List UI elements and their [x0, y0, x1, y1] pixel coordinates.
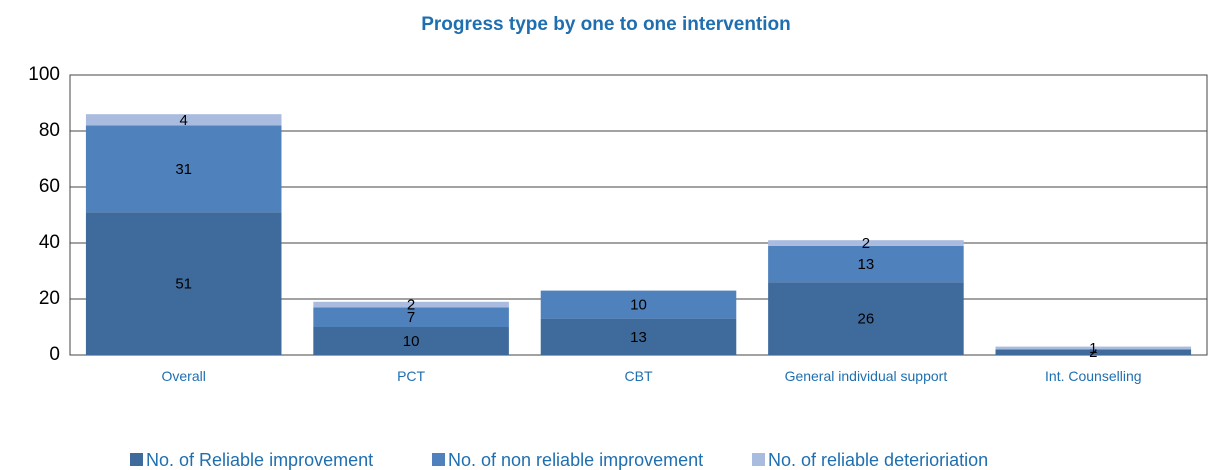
bar-segment — [768, 240, 964, 246]
data-label: 7 — [407, 309, 415, 326]
bar-segment — [540, 290, 737, 319]
y-tick-label: 80 — [39, 120, 60, 141]
bar-segment — [85, 125, 282, 213]
x-tick-label: Overall — [161, 368, 206, 384]
bar-segment — [85, 212, 282, 355]
y-tick-label: 40 — [39, 232, 60, 253]
data-label: 2 — [1089, 344, 1097, 361]
bar-segment — [85, 114, 282, 126]
y-tick-label: 0 — [49, 344, 60, 365]
y-tick-label: 20 — [39, 288, 60, 309]
bar-segment — [768, 282, 964, 355]
legend-label: No. of Reliable improvement — [146, 450, 373, 470]
bar-segment — [768, 245, 964, 283]
legend-swatch — [752, 453, 765, 466]
bar-segment — [313, 327, 509, 355]
data-label: 26 — [858, 311, 875, 328]
data-label: 10 — [403, 333, 420, 350]
data-label: 13 — [630, 329, 647, 346]
bar-segment — [313, 307, 509, 327]
y-tick-label: 100 — [28, 64, 60, 85]
bar-segment — [313, 301, 509, 308]
data-label: 4 — [180, 112, 188, 129]
bar-segment — [995, 346, 1192, 350]
legend-swatch — [432, 453, 445, 466]
x-tick-label: Int. Counselling — [1045, 368, 1142, 384]
data-label: 2 — [407, 297, 415, 314]
data-label: 13 — [858, 256, 875, 273]
legend-label: No. of reliable deterioriation — [768, 450, 988, 470]
data-label: 2 — [862, 235, 870, 252]
y-tick-label: 60 — [39, 176, 60, 197]
x-tick-label: General individual support — [784, 368, 948, 384]
data-label: 10 — [630, 297, 647, 314]
x-tick-label: CBT — [624, 368, 653, 384]
legend-label: No. of non reliable improvement — [448, 450, 703, 470]
data-label: 51 — [175, 276, 192, 293]
bar-segment — [995, 349, 1192, 355]
data-label: 31 — [175, 161, 192, 178]
chart-title: Progress type by one to one intervention — [421, 14, 791, 35]
bar-segment — [540, 318, 737, 355]
legend-swatch — [130, 453, 143, 466]
x-tick-label: PCT — [397, 368, 426, 384]
data-label: 1 — [1089, 340, 1097, 357]
